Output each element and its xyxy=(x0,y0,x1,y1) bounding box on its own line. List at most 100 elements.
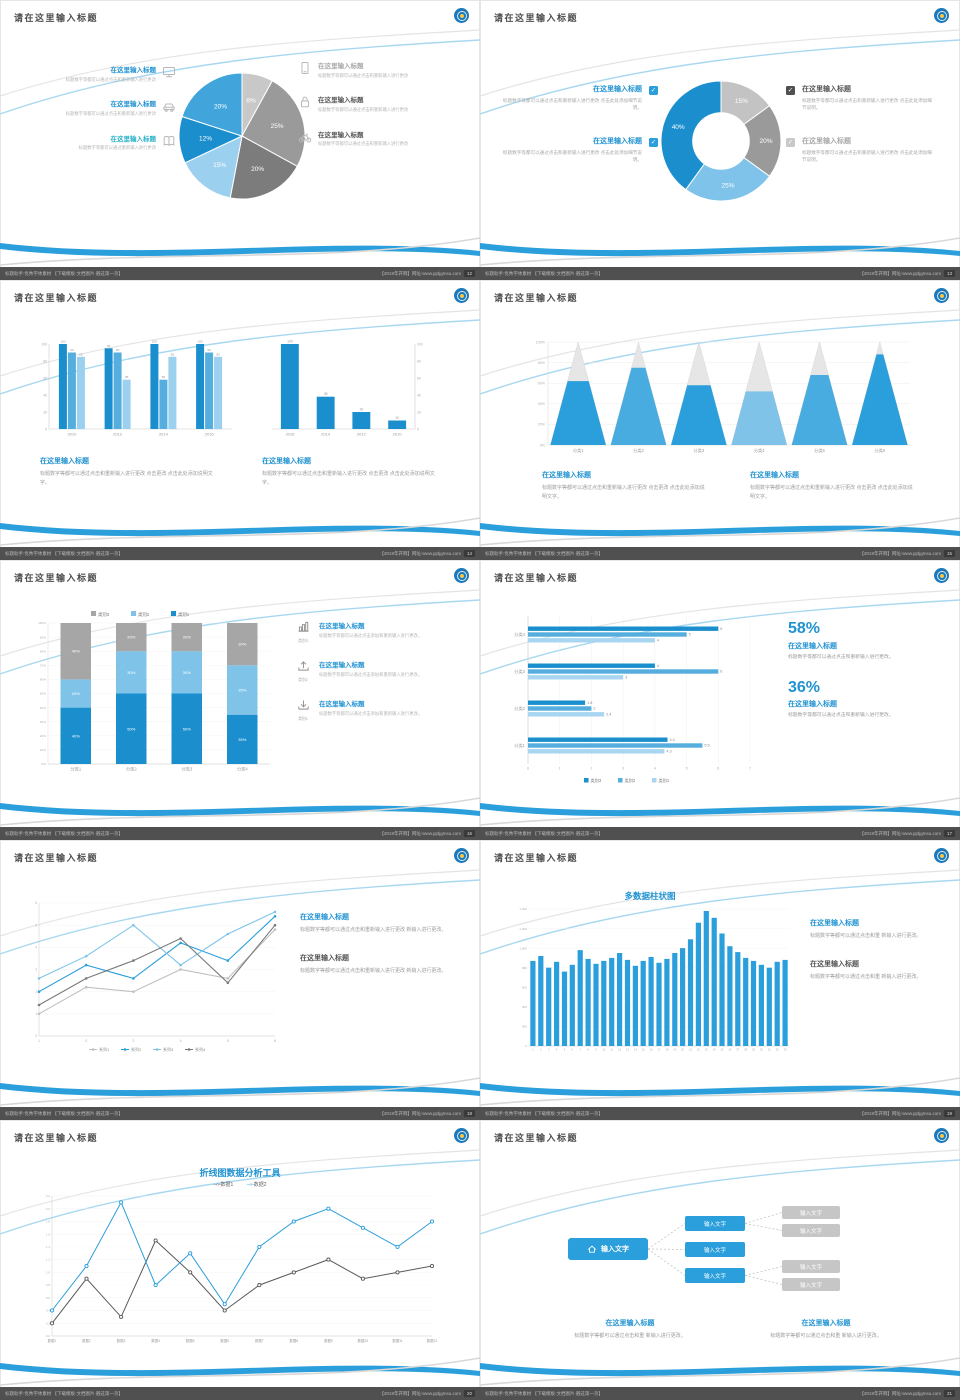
svg-text:2: 2 xyxy=(85,1039,87,1043)
slide-20-line-analysis[interactable]: 请在这里输入标题 折线图数据分析工具 ─○─数据1 ─○─数据2 0.0 0.2 0… xyxy=(0,1120,480,1400)
svg-text:18: 18 xyxy=(665,1048,668,1052)
slide-footer: 标题助手:优秀字体素材 【下载模板·文档图片·戳这第一页】 【2019年开网】网… xyxy=(480,267,960,280)
list-item: 在这里输入标题 标题数字等都可以通过点击和重新输入进行更改 xyxy=(22,64,176,83)
svg-text:11: 11 xyxy=(610,1048,613,1052)
block-title: 在这里输入标题 xyxy=(810,960,859,968)
item-text: 在这里输入标题 标题数字等都可以通过点击和重新输入进行更改 点击此处添加细节说明… xyxy=(802,84,936,112)
svg-text:5: 5 xyxy=(35,923,37,927)
footer-right-text: 【2019年开网】网址:www.pptjgmsu.com xyxy=(379,1390,461,1396)
svg-text:90: 90 xyxy=(207,348,211,352)
svg-text:数据1: 数据1 xyxy=(48,1338,57,1343)
svg-text:600: 600 xyxy=(522,986,527,990)
svg-text:29: 29 xyxy=(752,1048,755,1052)
svg-text:20: 20 xyxy=(360,408,364,412)
svg-text:40%: 40% xyxy=(40,706,46,710)
svg-text:分类4: 分类4 xyxy=(514,631,525,638)
slide-18-line-chart[interactable]: 请在这里输入标题 0 1 2 3 4 5 6 1 2 3 4 5 6 系列1 系列2 系列3 系列4 在这里输入… xyxy=(0,840,480,1120)
svg-text:20%: 20% xyxy=(538,423,546,427)
svg-text:0%: 0% xyxy=(42,762,47,766)
text-block: 在这里输入标题 标题数字等都可以通过点击和重新输入进行更改 点击更改 点击此处添… xyxy=(542,470,706,501)
svg-text:9: 9 xyxy=(595,1048,597,1052)
slide-footer: 标题助手:优秀字体素材 【下载模板·文档图片·戳这第一页】 【2019年开网】网… xyxy=(480,827,960,840)
stat-title: 在这里输入标题 xyxy=(788,701,837,709)
school-logo-icon xyxy=(454,288,469,303)
svg-text:12: 12 xyxy=(618,1048,621,1052)
svg-text:系列1: 系列1 xyxy=(99,1046,110,1052)
slide-12-pie-infographic[interactable]: 请在这里输入标题 在这里输入标题 标题数字等都可以通过点击和重新输入进行更改 在… xyxy=(0,0,480,280)
donut-chart: 15% 20% 25% 40% xyxy=(660,80,782,202)
svg-text:80: 80 xyxy=(43,359,47,363)
item-body: 标题数字等都可以通过点击和重新输入进行更改 xyxy=(318,141,409,147)
slide-title: 请在这里输入标题 xyxy=(494,13,579,23)
svg-text:2010: 2010 xyxy=(393,432,403,437)
text-blocks: 在这里输入标题 标题数字等都可以通过点击和重新输入进行更改 新输入进行更改。 在… xyxy=(300,912,452,993)
svg-text:6: 6 xyxy=(720,670,722,674)
slide-16-stacked-bar[interactable]: 请在这里输入标题 类别3 类别2 类别1 0% 10% 20% 30% 40% 50% 60% 70… xyxy=(0,560,480,840)
list-item: 在这里输入标题 标题数字等都可以通过点击和重新输入进行更改 xyxy=(298,129,456,148)
item-title: 在这里输入标题 xyxy=(318,97,364,105)
svg-text:95: 95 xyxy=(107,344,111,348)
pie-right-items: 在这里输入标题 标题数字等都可以通过点击和重新输入进行更改 在这里输入标题 标题… xyxy=(298,60,456,163)
svg-text:1.8: 1.8 xyxy=(46,1220,51,1224)
slide-17-hbar-stats[interactable]: 请在这里输入标题 0 1 2 3 4 5 6 7 6 5 4 分类4 4 6 3 分类3 1.8 2 2.4 分类2 4… xyxy=(480,560,960,840)
svg-text:15%: 15% xyxy=(213,162,226,169)
item-text: 在这里输入标题 标题数字等都可以通过点击添加和重新输入进行更改。 xyxy=(319,620,458,639)
slide-title: 请在这里输入标题 xyxy=(494,1133,579,1143)
page-number: 18 xyxy=(463,1110,475,1117)
list-item: 在这里输入标题 标题数字等都可以通过重新输入进行更改 xyxy=(22,133,176,152)
page-number: 17 xyxy=(943,830,955,837)
block-body: 标题数字等都可以通过点击和重新输入进行更改 点击更改 点击此处添加说明文字。 xyxy=(40,471,213,486)
svg-text:31: 31 xyxy=(768,1048,771,1052)
svg-text:数据10: 数据10 xyxy=(358,1338,369,1343)
svg-text:0: 0 xyxy=(35,1034,37,1038)
svg-text:2: 2 xyxy=(590,767,592,771)
item-body: 标题数字等都可以通过点击添加和重新输入进行更改。 xyxy=(319,710,423,716)
slide-14-bar-charts[interactable]: 请在这里输入标题 0 20 40 60 80 100 100 90 85 2010 95 90 58 20… xyxy=(0,280,480,560)
svg-text:100: 100 xyxy=(60,340,65,344)
svg-text:20: 20 xyxy=(417,410,421,414)
cone-chart: 0% 20% 40% 60% 80% 100% 分类1 分类2 分类3 分类4 分类5 分类6 xyxy=(526,334,916,458)
page-number: 12 xyxy=(463,270,475,277)
svg-text:50%: 50% xyxy=(40,692,46,696)
slide-13-donut-infographic[interactable]: 请在这里输入标题 在这里输入标题 标题数字等都可以通过点击和重新输入进行更改 点… xyxy=(480,0,960,280)
slide-15-cone-chart[interactable]: 请在这里输入标题 0% 20% 40% 60% 80% 100% 分类1 分类2 分类3 分类4 分… xyxy=(480,280,960,560)
svg-text:17: 17 xyxy=(658,1048,661,1052)
svg-text:30%: 30% xyxy=(127,670,135,675)
svg-text:85: 85 xyxy=(79,352,83,356)
svg-text:20%: 20% xyxy=(251,166,264,173)
slide-19-column-chart[interactable]: 请在这里输入标题 多数据柱状图 0 200 400 600 800 1,000 1,200 1… xyxy=(480,840,960,1120)
svg-text:2.2: 2.2 xyxy=(46,1194,51,1198)
item-text: 在这里输入标题 标题数字等都可以通过点击和重新输入进行更改 xyxy=(318,94,456,113)
svg-text:50%: 50% xyxy=(183,726,191,731)
svg-text:23: 23 xyxy=(705,1048,708,1052)
footer-left-text: 标题助手:优秀字体素材 【下载模板·文档图片·戳这第一页】 xyxy=(5,550,123,556)
legend-swatch: ─○─ xyxy=(246,1182,255,1188)
slide-21-org-diagram[interactable]: 请在这里输入标题 输入文字 输入文字 输入文字 输入文字 输入文字 输入文字 输… xyxy=(480,1120,960,1400)
svg-text:400: 400 xyxy=(522,1005,527,1009)
slide-title: 请在这里输入标题 xyxy=(14,853,99,863)
svg-text:系列3: 系列3 xyxy=(163,1046,174,1052)
svg-text:1,000: 1,000 xyxy=(519,946,527,950)
svg-text:24: 24 xyxy=(713,1048,716,1052)
svg-text:分类3: 分类3 xyxy=(514,668,525,675)
footer-left-text: 标题助手:优秀字体素材 【下载模板·文档图片·戳这第一页】 xyxy=(485,270,603,276)
svg-text:0.6: 0.6 xyxy=(46,1296,51,1300)
item-text: 在这里输入标题 标题数字等都可以通过点击和重新输入进行更改 xyxy=(318,60,456,79)
item-body: 标题数字等都可以通过重新输入进行更改 xyxy=(78,145,156,151)
school-logo-icon xyxy=(454,8,469,23)
diagram-node: 输入文字 xyxy=(685,1242,745,1257)
legend-swatch: ─○─ xyxy=(213,1182,221,1188)
svg-text:分类2: 分类2 xyxy=(514,705,525,712)
car-icon xyxy=(162,99,176,113)
svg-text:35%: 35% xyxy=(238,688,246,693)
svg-text:5: 5 xyxy=(689,633,691,637)
svg-text:3: 3 xyxy=(35,968,37,972)
diagram-leaf-node: 输入文字 xyxy=(782,1278,840,1291)
grouped-bar-chart: 0 20 40 60 80 100 100 90 85 2010 95 90 58 2012 100 58 85… xyxy=(34,336,234,440)
item-body: 标题数字等都可以通过点击添加和重新输入进行更改。 xyxy=(319,671,423,677)
block-title: 在这里输入标题 xyxy=(801,1320,851,1327)
list-item: 在这里输入标题 标题数字等都可以通过点击和重新输入进行更改 xyxy=(22,98,176,117)
stat-blocks: 58% 在这里输入标题 标题数字等都可以通过点击和重新输入进行更改。 36% 在… xyxy=(788,620,934,737)
svg-text:1,400: 1,400 xyxy=(519,907,527,911)
svg-text:3: 3 xyxy=(548,1048,550,1052)
